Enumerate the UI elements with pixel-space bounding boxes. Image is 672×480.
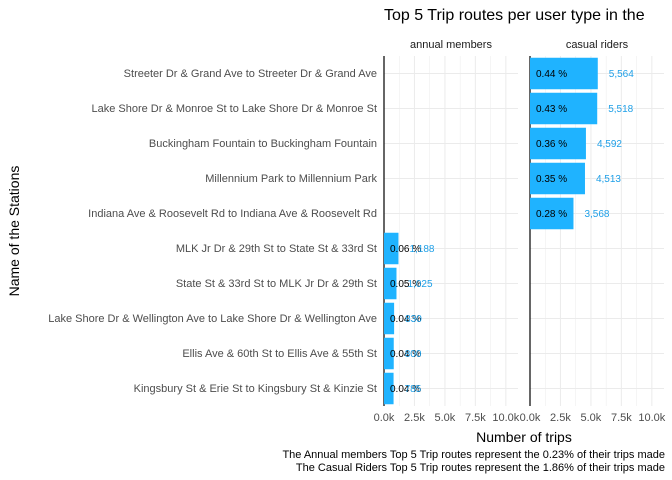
bar [530,127,586,160]
bar-percent-label: 0.44 % [536,69,567,80]
x-tick-label: 7.5k [611,412,632,424]
x-tick-label: 0.0k [374,412,395,424]
category-label: Streeter Dr & Grand Ave to Streeter Dr &… [124,68,377,80]
bar-count-label: 4,592 [597,139,622,150]
bar-count-label: 830 [405,314,422,325]
bar [384,232,399,265]
facet-label: casual riders [566,39,629,51]
bar-percent-label: 0.04 % [390,384,421,395]
x-tick-label: 2.5k [404,412,425,424]
grid-lines [383,56,664,406]
x-tick-label: 10.0k [638,412,665,424]
bar [384,267,397,300]
x-axis-title: Number of trips [476,429,572,445]
bar-percent-label: 0.36 % [536,139,567,150]
bar [530,162,585,195]
chart-title: Top 5 Trip routes per user type in the [384,7,645,24]
category-label: Indiana Ave & Roosevelt Rd to Indiana Av… [88,208,377,220]
y-axis-title: Name of the Stations [6,166,22,297]
caption-line-1: The Annual members Top 5 Trip routes rep… [282,449,665,461]
category-label: Kingsbury St & Erie St to Kingsbury St &… [134,383,377,395]
category-label: Lake Shore Dr & Wellington Ave to Lake S… [48,313,377,325]
x-tick-label: 10.0k [492,412,519,424]
bar-count-label: 5,564 [609,69,634,80]
bar-count-label: 1,025 [407,279,432,290]
category-label: Millennium Park to Millennium Park [205,173,377,185]
category-label: Lake Shore Dr & Monroe St to Lake Shore … [91,103,377,115]
bar-count-label: 785 [405,384,422,395]
bar-percent-label: 0.35 % [536,174,567,185]
x-tick-label: 5.0k [581,412,602,424]
bar-count-label: 5,518 [608,104,633,115]
x-tick-label: 5.0k [435,412,456,424]
x-tick-label: 0.0k [520,412,541,424]
category-label: Ellis Ave & 60th St to Ellis Ave & 55th … [182,348,377,360]
bar [530,92,598,125]
bar-percent-label: 0.43 % [536,104,567,115]
bar-percent-label: 0.05 % [390,279,421,290]
x-tick-label: 7.5k [465,412,486,424]
bar-count-label: 800 [405,349,422,360]
x-tick-label: 2.5k [550,412,571,424]
bars [384,57,598,405]
bar-count-label: 4,513 [596,174,621,185]
bar-count-label: 3,568 [584,209,609,220]
bar-count-label: 1,188 [409,244,434,255]
bar [530,197,574,230]
bar [384,372,394,405]
bar [530,57,598,90]
category-label: State St & 33rd St to MLK Jr Dr & 29th S… [176,278,377,290]
facet-label: annual members [410,39,492,51]
bar-percent-label: 0.06 % [390,244,421,255]
caption-line-2: The Casual Riders Top 5 Trip routes repr… [296,462,665,474]
bar-percent-label: 0.04 % [390,314,421,325]
category-label: MLK Jr Dr & 29th St to State St & 33rd S… [176,243,377,255]
bar [384,337,394,370]
bar-percent-label: 0.04 % [390,349,421,360]
category-label: Buckingham Fountain to Buckingham Founta… [149,138,377,150]
bar [384,302,395,335]
bar-percent-label: 0.28 % [536,209,567,220]
labels: annual members 0.0k 2.5k 5.0k 7.5k 10.0k 0.06 … [48,39,666,424]
